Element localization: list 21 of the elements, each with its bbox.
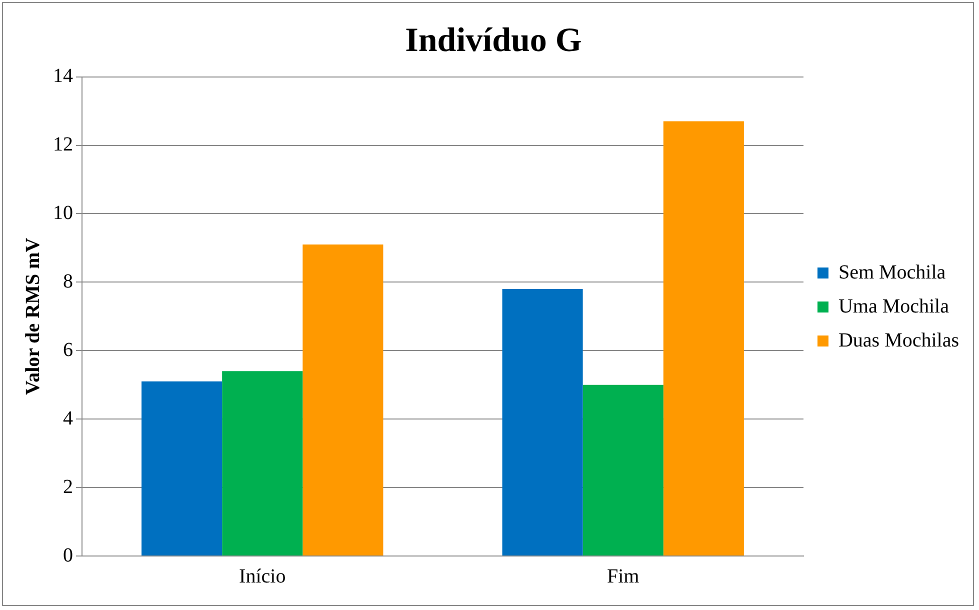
bar xyxy=(302,244,384,556)
y-tick-label: 8 xyxy=(63,270,73,292)
x-tick-label: Fim xyxy=(606,565,640,588)
bar xyxy=(222,371,303,556)
chart-title: Indivíduo G xyxy=(405,22,582,60)
bar xyxy=(502,289,583,556)
y-axis-title: Valor de RMS mV xyxy=(22,237,44,396)
legend-label: Sem Mochila xyxy=(838,261,946,284)
y-tick-label: 4 xyxy=(63,407,73,430)
y-tick-label: 10 xyxy=(53,202,73,224)
bar xyxy=(582,384,664,556)
bar xyxy=(142,381,222,556)
y-tick-label: 6 xyxy=(63,338,73,361)
bar xyxy=(663,121,744,556)
legend-label: Duas Mochilas xyxy=(838,329,960,352)
y-tick-label: 12 xyxy=(53,134,73,156)
x-tick-label: Início xyxy=(239,565,286,588)
legend-label: Uma Mochila xyxy=(838,295,950,318)
y-tick-label: 14 xyxy=(53,65,73,88)
y-tick-label: 2 xyxy=(63,476,73,498)
y-tick-label: 0 xyxy=(63,544,73,566)
